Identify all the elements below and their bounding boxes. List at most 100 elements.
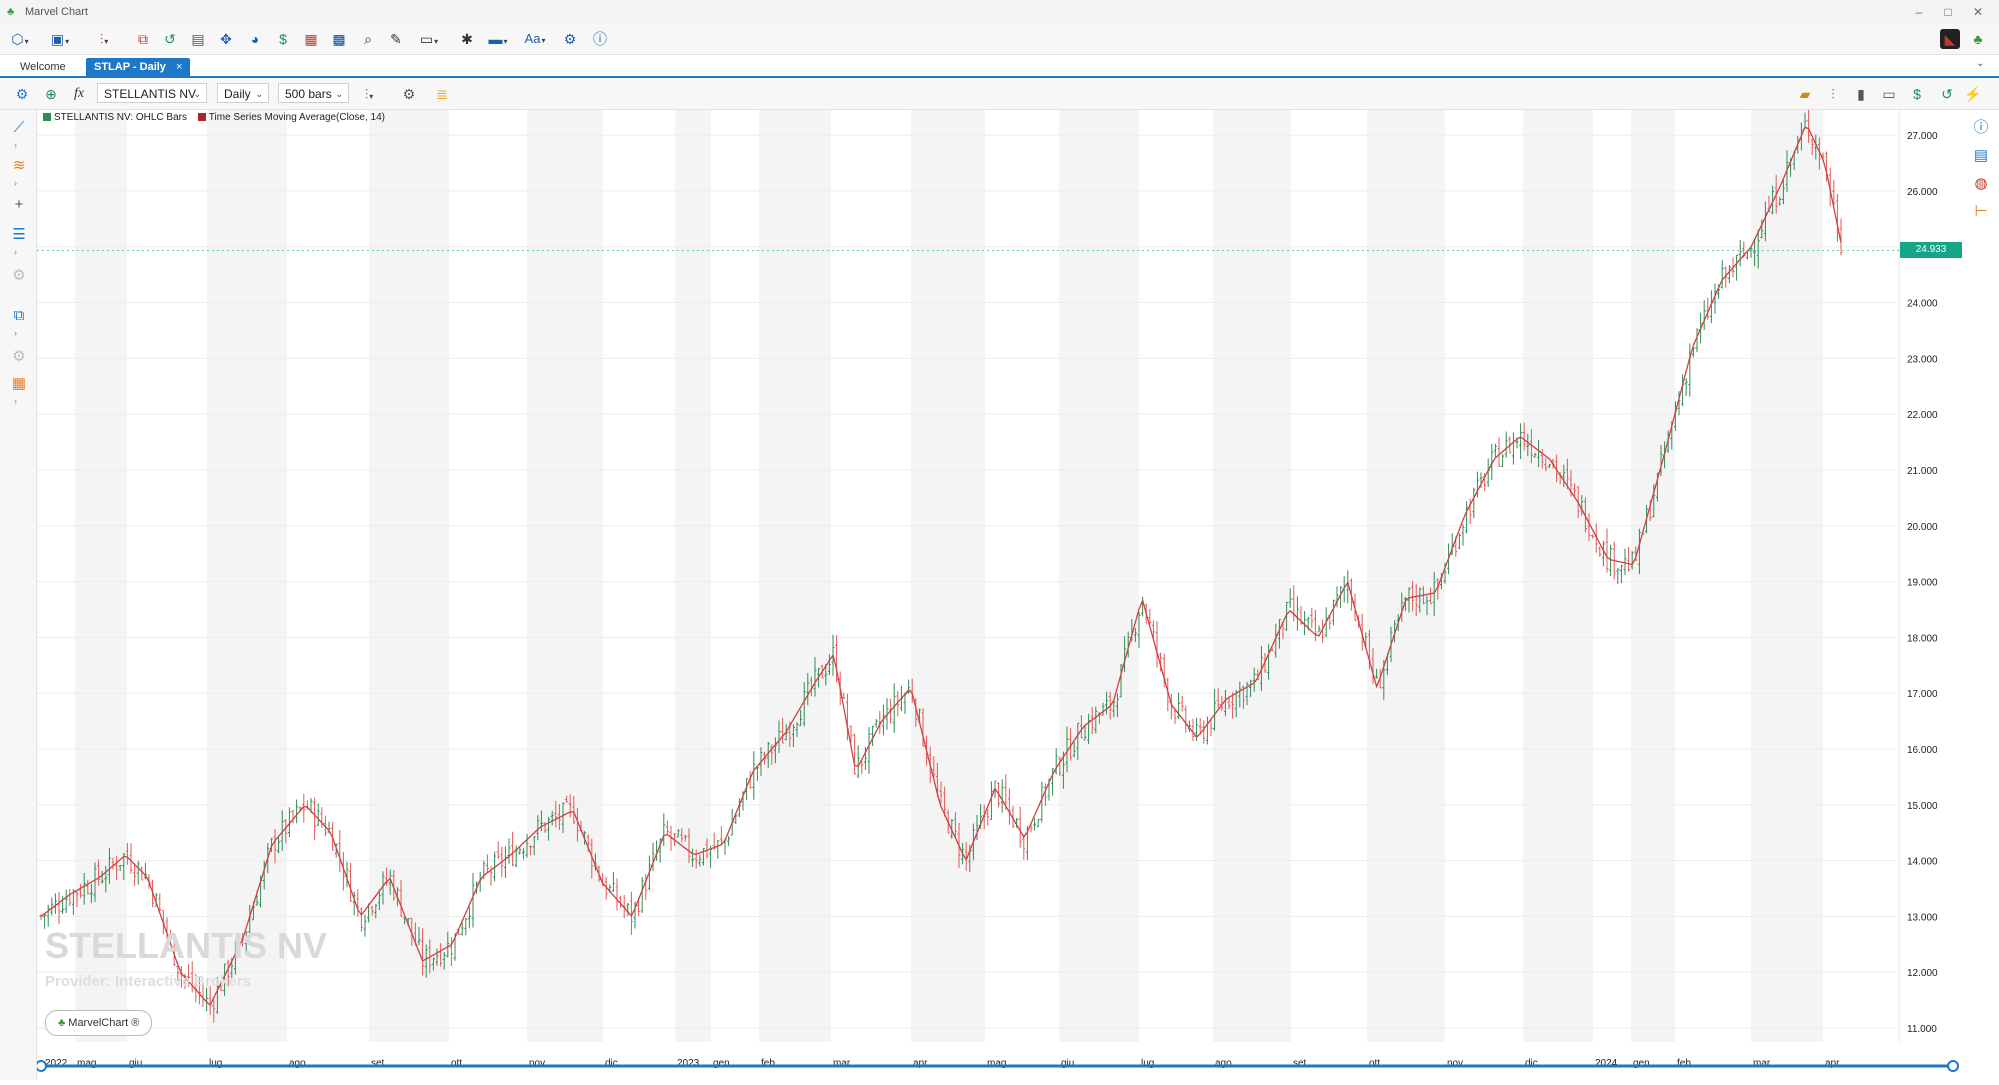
globe-icon[interactable]: ◍ bbox=[1974, 175, 1988, 192]
dollar-icon[interactable]: $ bbox=[1913, 86, 1921, 102]
period-value: Daily bbox=[224, 87, 251, 101]
move-icon[interactable]: ✥ bbox=[220, 31, 232, 47]
chart-toolbar: ⚙ ⊕ fx STELLANTIS NV ⌄ Daily ⌄ 500 bars ⌄ ⫶… bbox=[0, 79, 1999, 110]
tab-overflow-icon[interactable]: ⌄ bbox=[1976, 58, 1985, 69]
refresh-icon[interactable]: ↺ bbox=[1941, 86, 1953, 102]
right-toolbar: ⓘ ▤ ◍ ⊢ bbox=[1964, 110, 1999, 1080]
x-tick-label: mag bbox=[987, 1058, 1006, 1069]
legend-ohlc-label: STELLANTIS NV: OHLC Bars bbox=[54, 112, 187, 123]
window-title: Marvel Chart bbox=[25, 6, 88, 18]
y-tick-label: 26.000 bbox=[1907, 187, 1938, 198]
calendar-icon[interactable]: ▦ bbox=[332, 31, 346, 47]
symbol-select[interactable]: STELLANTIS NV ⌄ bbox=[97, 83, 207, 103]
x-tick-label: giu bbox=[1061, 1058, 1074, 1069]
gear-disabled-icon: ⚙ bbox=[12, 348, 26, 365]
month-band bbox=[1523, 110, 1593, 1042]
info-icon[interactable]: ⓘ bbox=[593, 31, 607, 47]
pie-chart-icon[interactable]: ◕ bbox=[250, 31, 260, 47]
network-icon[interactable]: ⬡▾ bbox=[11, 31, 29, 47]
x-tick-label: dic bbox=[1525, 1058, 1538, 1069]
x-tick-label: apr bbox=[913, 1058, 928, 1069]
hierarchy-icon[interactable]: ⊢ bbox=[1974, 203, 1988, 220]
compare-icon[interactable]: ⧉ bbox=[138, 31, 148, 47]
bars-select[interactable]: 500 bars ⌄ bbox=[278, 83, 349, 103]
symbol-value: STELLANTIS NV bbox=[104, 87, 197, 101]
month-band bbox=[1751, 110, 1823, 1042]
dollar-icon[interactable]: $ bbox=[279, 31, 287, 47]
color-bar-icon[interactable]: ▬▾ bbox=[488, 31, 508, 47]
x-tick-label: mag bbox=[77, 1058, 96, 1069]
chart-type-icon[interactable]: ⫶▾ bbox=[364, 86, 374, 102]
layers-icon[interactable]: ⧉ bbox=[13, 307, 25, 324]
calendar-red-icon[interactable]: ▦ bbox=[304, 31, 318, 47]
marvelchart-badge[interactable]: ♣ MarvelChart ® bbox=[45, 1010, 153, 1036]
x-tick-label: giu bbox=[129, 1058, 142, 1069]
font-icon[interactable]: Aa▾ bbox=[524, 31, 546, 46]
lightning-icon[interactable]: ⚡ bbox=[1964, 86, 1982, 102]
chevron-down-icon: ⌄ bbox=[335, 89, 343, 99]
red-app-icon[interactable]: ◣ bbox=[1940, 29, 1960, 49]
document-icon[interactable]: ▤ bbox=[191, 31, 205, 47]
month-band bbox=[75, 110, 127, 1042]
tab-close-icon[interactable]: × bbox=[175, 61, 183, 73]
expand-arrow-icon[interactable]: › bbox=[14, 396, 17, 406]
notes-icon[interactable]: ▤ bbox=[1973, 147, 1989, 164]
fibonacci-icon[interactable]: ≋ bbox=[12, 157, 26, 174]
badge-label: MarvelChart ® bbox=[68, 1017, 140, 1029]
x-tick-label: set bbox=[371, 1058, 385, 1069]
x-tick-label: dic bbox=[605, 1058, 618, 1069]
grid-icon[interactable]: ▦ bbox=[11, 375, 27, 392]
mouse-icon[interactable]: ▮ bbox=[1857, 86, 1865, 102]
user-edit-icon[interactable]: ✎ bbox=[390, 31, 402, 47]
globe-icon[interactable]: ◍ bbox=[332, 31, 346, 47]
maximize-button[interactable]: □ bbox=[1944, 5, 1952, 19]
x-tick-label: mar bbox=[833, 1058, 851, 1069]
last-price-tag: 24.933 bbox=[1900, 242, 1962, 259]
layout-icon[interactable]: ▣▾ bbox=[50, 31, 70, 47]
database-icon[interactable]: ≣ bbox=[436, 86, 448, 102]
close-button[interactable]: ✕ bbox=[1972, 5, 1984, 19]
crosshair-icon[interactable]: + bbox=[14, 196, 24, 213]
info-icon[interactable]: ⓘ bbox=[1973, 119, 1989, 136]
chart-legend: STELLANTIS NV: OHLC Bars Time Series Mov… bbox=[43, 112, 385, 123]
horizontal-bars-icon[interactable]: ☰ bbox=[12, 226, 26, 243]
y-tick-label: 18.000 bbox=[1907, 633, 1938, 644]
x-tick-label: gen bbox=[1633, 1058, 1650, 1069]
tab-welcome[interactable]: Welcome bbox=[20, 61, 66, 73]
x-tick-label: 2023 bbox=[677, 1058, 700, 1069]
x-tick-label: lug bbox=[1141, 1058, 1154, 1069]
y-tick-label: 15.000 bbox=[1907, 801, 1938, 812]
x-tick-label: feb bbox=[761, 1058, 775, 1069]
chart-settings-icon[interactable]: ⚙ bbox=[15, 86, 29, 102]
marvel-logo-icon[interactable]: ♣ bbox=[1973, 31, 1983, 47]
settings-gear-icon[interactable]: ⚙ bbox=[563, 31, 577, 47]
price-chart[interactable]: 11.000 12.000 13.000 14.000 15.000 16.000 17.0… bbox=[37, 110, 1963, 1078]
x-tick-label: nov bbox=[1447, 1058, 1463, 1069]
month-band bbox=[1631, 110, 1675, 1042]
expand-arrow-icon[interactable]: › bbox=[14, 140, 17, 150]
expand-arrow-icon[interactable]: › bbox=[14, 328, 17, 338]
month-band bbox=[369, 110, 449, 1042]
portfolio-icon[interactable]: ▰ bbox=[1799, 86, 1811, 102]
add-icon[interactable]: ⊕ bbox=[45, 86, 57, 102]
indicator-settings-icon[interactable]: ⚙ bbox=[402, 86, 416, 102]
chevron-down-icon: ⌄ bbox=[255, 89, 263, 99]
x-tick-label: apr bbox=[1825, 1058, 1840, 1069]
panel-icon[interactable]: ▭▾ bbox=[419, 31, 439, 47]
month-band bbox=[527, 110, 603, 1042]
minimize-button[interactable]: – bbox=[1915, 5, 1923, 19]
chart-area[interactable]: 11.000 12.000 13.000 14.000 15.000 16.000 17.0… bbox=[37, 110, 1963, 1078]
trendline-icon[interactable]: ⟋ bbox=[13, 119, 25, 136]
function-icon[interactable]: fx bbox=[73, 86, 85, 101]
expand-arrow-icon[interactable]: › bbox=[14, 247, 17, 257]
keyboard-icon[interactable]: ▭ bbox=[1882, 86, 1896, 102]
expand-arrow-icon[interactable]: › bbox=[14, 178, 17, 188]
history-icon[interactable]: ↺ bbox=[164, 31, 176, 47]
depth-icon[interactable]: ⫶ bbox=[1831, 86, 1835, 102]
y-tick-label: 17.000 bbox=[1907, 689, 1938, 700]
search-eye-icon[interactable]: ⌕ bbox=[364, 31, 372, 47]
bug-icon[interactable]: ✱ bbox=[461, 31, 473, 47]
period-select[interactable]: Daily ⌄ bbox=[217, 83, 269, 103]
tab-stlap-daily[interactable]: STLAP - Daily × bbox=[86, 58, 191, 76]
bars-icon[interactable]: ⫶▾ bbox=[99, 31, 109, 47]
